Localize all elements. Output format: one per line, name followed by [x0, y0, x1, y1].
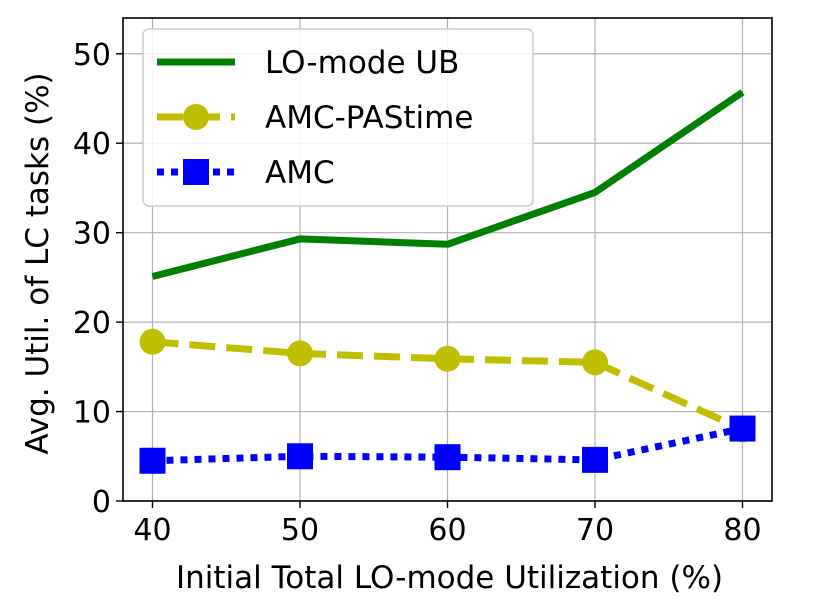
data-point — [287, 443, 313, 470]
x-tick-label: 40 — [133, 513, 171, 548]
y-tick-label: 40 — [73, 127, 111, 162]
y-tick-label: 0 — [92, 485, 111, 520]
data-point — [139, 447, 166, 474]
data-point — [729, 415, 756, 442]
legend-box — [142, 28, 534, 207]
data-point — [434, 444, 461, 471]
legend-item: AMC — [157, 155, 335, 191]
series-layer — [139, 89, 756, 474]
x-tick-label: 50 — [281, 513, 319, 548]
x-axis-title: Initial Total LO-mode Utilization (%) — [176, 560, 723, 596]
legend: LO-mode UB AMC-PAStime AMC — [142, 28, 534, 207]
y-tick-label: 20 — [73, 306, 111, 341]
data-point — [139, 328, 166, 355]
legend-marker — [183, 159, 209, 185]
x-tick-label: 60 — [428, 513, 466, 548]
data-point — [582, 446, 608, 473]
y-tick-label: 30 — [73, 217, 111, 252]
series-2 — [139, 415, 756, 474]
legend-item: AMC-PAStime — [157, 100, 473, 136]
series-line — [152, 338, 744, 433]
axis-ticks: 40 50 60 70 80 0 10 20 30 40 50 — [73, 38, 762, 548]
data-point — [582, 349, 608, 376]
legend-label: LO-mode UB — [265, 45, 459, 81]
legend-label: AMC — [265, 155, 335, 191]
legend-item: LO-mode UB — [157, 45, 459, 81]
x-tick-label: 70 — [576, 513, 614, 548]
data-point — [434, 345, 461, 372]
y-tick-label: 50 — [73, 38, 111, 73]
legend-label: AMC-PAStime — [265, 100, 473, 136]
y-axis-title: Avg. Util. of LC tasks (%) — [20, 72, 56, 454]
series-0 — [151, 89, 745, 280]
x-tick-label: 80 — [723, 513, 761, 548]
series-line — [151, 89, 745, 280]
data-point — [287, 340, 313, 367]
legend-marker — [183, 104, 209, 130]
y-tick-label: 10 — [73, 396, 111, 431]
